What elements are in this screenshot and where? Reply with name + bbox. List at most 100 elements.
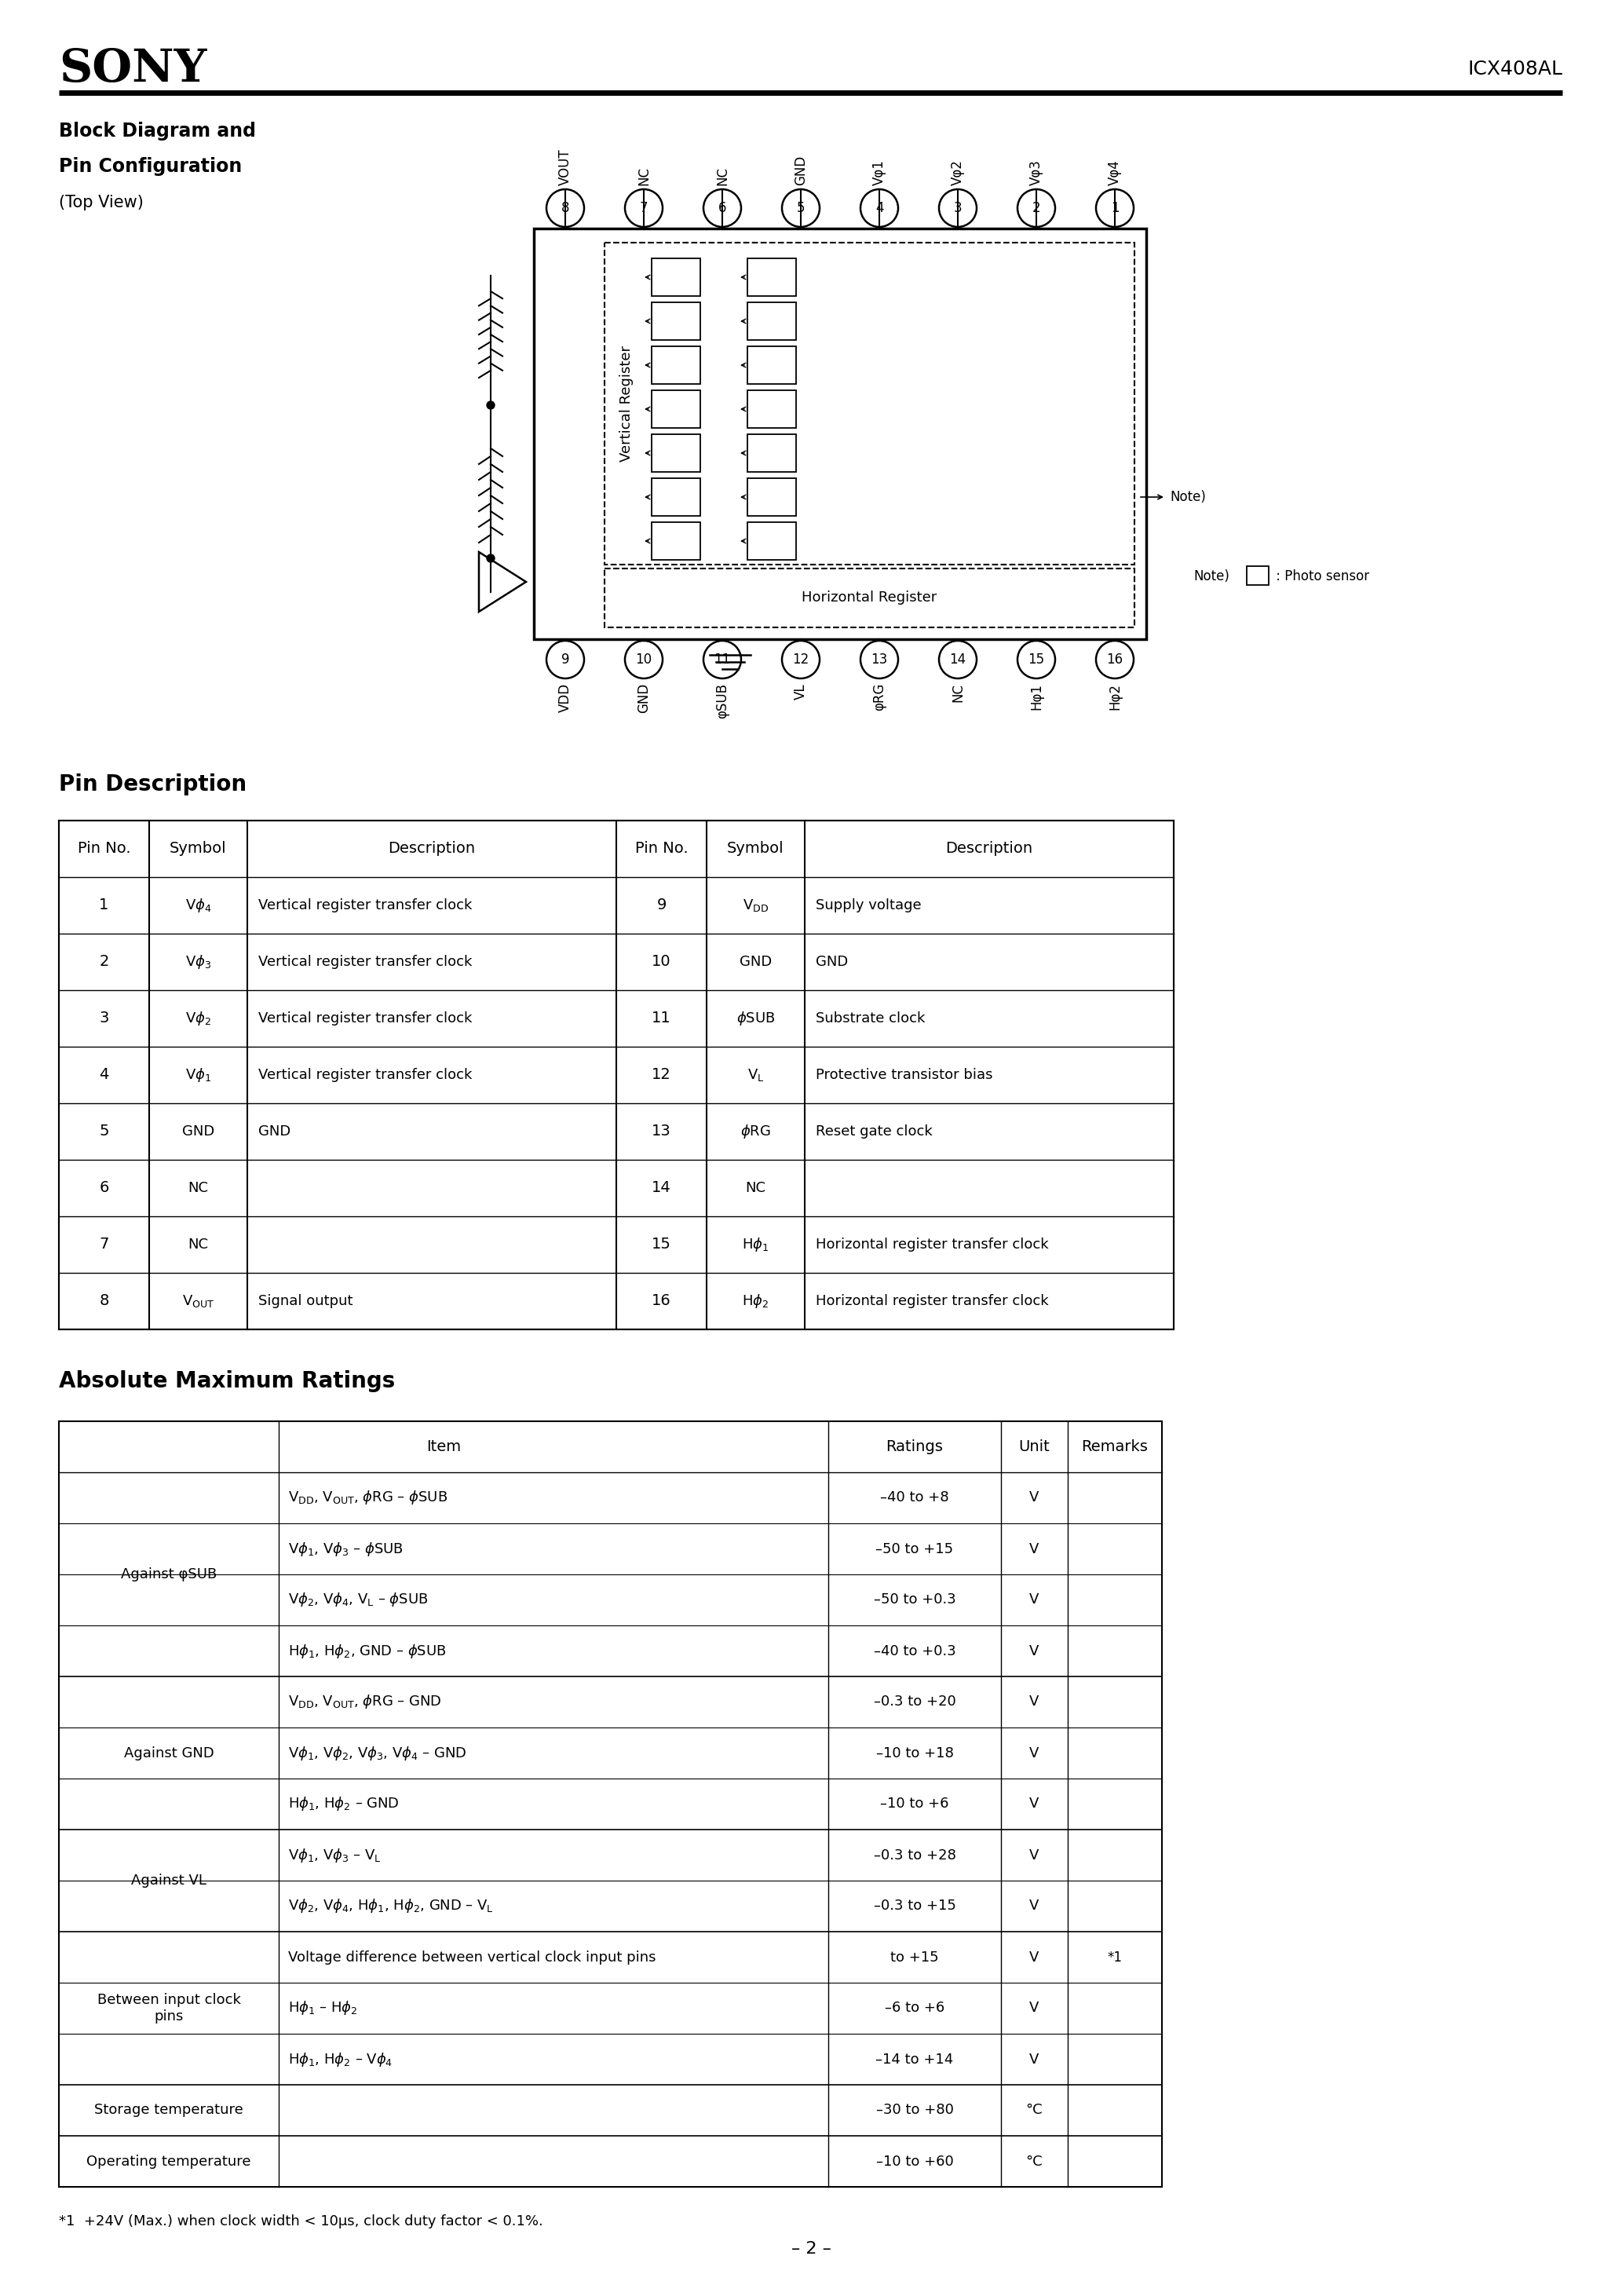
Text: 15: 15	[1028, 652, 1045, 666]
Text: V$_{\rm OUT}$: V$_{\rm OUT}$	[182, 1293, 214, 1309]
Text: 16: 16	[1106, 652, 1122, 666]
Text: : Photo sensor: : Photo sensor	[1272, 569, 1369, 583]
Text: °C: °C	[1025, 2154, 1043, 2167]
Text: 12: 12	[793, 652, 809, 666]
Text: V: V	[1030, 1949, 1040, 1965]
Text: V: V	[1030, 1745, 1040, 1761]
Bar	[748, 259, 796, 296]
Text: $\phi$SUB: $\phi$SUB	[736, 1010, 775, 1026]
Text: Against GND: Against GND	[123, 1745, 214, 1761]
Text: Vφ4: Vφ4	[1108, 161, 1122, 186]
Text: 10: 10	[636, 652, 652, 666]
Text: *1  +24V (Max.) when clock width < 10μs, clock duty factor < 0.1%.: *1 +24V (Max.) when clock width < 10μs, …	[58, 2213, 543, 2229]
Text: °C: °C	[1025, 2103, 1043, 2117]
Text: H$\phi_2$: H$\phi_2$	[743, 1293, 769, 1309]
Text: Signal output: Signal output	[258, 1295, 354, 1309]
Text: 7: 7	[99, 1238, 109, 1251]
Text: 3: 3	[954, 202, 962, 216]
Text: SONY: SONY	[58, 48, 206, 92]
Text: φRG: φRG	[873, 684, 886, 712]
Text: V: V	[1030, 1593, 1040, 1607]
Text: to +15: to +15	[890, 1949, 939, 1965]
Text: Substrate clock: Substrate clock	[816, 1010, 925, 1026]
Text: V: V	[1030, 1798, 1040, 1812]
Text: VDD: VDD	[558, 684, 573, 712]
Text: –40 to +8: –40 to +8	[881, 1490, 949, 1504]
Text: – 2 –: – 2 –	[792, 2241, 830, 2257]
Text: GND: GND	[816, 955, 848, 969]
Text: 5: 5	[796, 202, 805, 216]
Text: 13: 13	[871, 652, 887, 666]
Text: Protective transistor bias: Protective transistor bias	[816, 1068, 993, 1081]
Text: Vertical Register: Vertical Register	[620, 344, 634, 461]
Text: 4: 4	[876, 202, 884, 216]
Text: Horizontal register transfer clock: Horizontal register transfer clock	[816, 1238, 1048, 1251]
Text: Ratings: Ratings	[886, 1440, 944, 1453]
Text: –0.3 to +20: –0.3 to +20	[874, 1694, 955, 1708]
Text: 1: 1	[1111, 202, 1119, 216]
Text: Description: Description	[388, 840, 475, 856]
Text: 3: 3	[99, 1010, 109, 1026]
Text: NC: NC	[188, 1180, 209, 1196]
Text: Vφ3: Vφ3	[1030, 158, 1043, 186]
Text: GND: GND	[182, 1125, 214, 1139]
Text: Note): Note)	[1194, 569, 1229, 583]
Text: V: V	[1030, 1848, 1040, 1862]
Text: 1: 1	[99, 898, 109, 914]
Bar	[748, 347, 796, 383]
Text: NC: NC	[188, 1238, 209, 1251]
Text: 5: 5	[99, 1125, 109, 1139]
Circle shape	[487, 553, 495, 563]
Text: H$\phi_1$: H$\phi_1$	[743, 1235, 769, 1254]
Text: NC: NC	[950, 684, 965, 703]
Text: Horizontal register transfer clock: Horizontal register transfer clock	[816, 1295, 1048, 1309]
Text: GND: GND	[740, 955, 772, 969]
Bar	[748, 478, 796, 517]
Text: V$\phi_4$: V$\phi_4$	[185, 898, 211, 914]
Text: 6: 6	[99, 1180, 109, 1196]
Text: Against φSUB: Against φSUB	[120, 1568, 217, 1582]
Bar	[58, 820, 1174, 1329]
Text: –10 to +60: –10 to +60	[876, 2154, 954, 2167]
Bar	[652, 259, 701, 296]
Text: Against VL: Against VL	[131, 1874, 206, 1887]
Text: 7: 7	[639, 202, 647, 216]
Text: V$\phi_1$, V$\phi_2$, V$\phi_3$, V$\phi_4$ – GND: V$\phi_1$, V$\phi_2$, V$\phi_3$, V$\phi_…	[289, 1745, 467, 1761]
Text: Symbol: Symbol	[170, 840, 227, 856]
Text: NC: NC	[746, 1180, 766, 1196]
Text: 2: 2	[99, 955, 109, 969]
Text: Voltage difference between vertical clock input pins: Voltage difference between vertical cloc…	[289, 1949, 655, 1965]
Text: Vφ1: Vφ1	[873, 158, 886, 186]
Text: H$\phi_1$, H$\phi_2$, GND – $\phi$SUB: H$\phi_1$, H$\phi_2$, GND – $\phi$SUB	[289, 1642, 446, 1660]
Text: –30 to +80: –30 to +80	[876, 2103, 954, 2117]
Text: Operating temperature: Operating temperature	[86, 2154, 251, 2167]
Bar	[652, 478, 701, 517]
Text: Vertical register transfer clock: Vertical register transfer clock	[258, 898, 472, 912]
Text: 16: 16	[652, 1293, 672, 1309]
Text: (Top View): (Top View)	[58, 195, 144, 211]
Text: V: V	[1030, 1490, 1040, 1504]
Bar	[748, 434, 796, 473]
Text: V$\phi_1$, V$\phi_3$ – $\phi$SUB: V$\phi_1$, V$\phi_3$ – $\phi$SUB	[289, 1541, 404, 1557]
Text: 8: 8	[561, 202, 569, 216]
Bar	[58, 1421, 1161, 2186]
Text: V$\phi_2$: V$\phi_2$	[185, 1010, 211, 1026]
Text: V: V	[1030, 1644, 1040, 1658]
Text: V: V	[1030, 2002, 1040, 2016]
Text: *1: *1	[1108, 1949, 1122, 1965]
Text: 14: 14	[949, 652, 967, 666]
Text: –14 to +14: –14 to +14	[876, 2053, 954, 2066]
Text: Pin Description: Pin Description	[58, 774, 247, 794]
Text: VL: VL	[793, 684, 808, 700]
Text: Vertical register transfer clock: Vertical register transfer clock	[258, 1068, 472, 1081]
Text: Storage temperature: Storage temperature	[94, 2103, 243, 2117]
Text: NC: NC	[637, 168, 650, 186]
Text: –50 to +15: –50 to +15	[876, 1543, 954, 1557]
Text: –50 to +0.3: –50 to +0.3	[874, 1593, 955, 1607]
Text: 9: 9	[657, 898, 667, 914]
Bar	[605, 569, 1134, 627]
Text: Note): Note)	[1169, 489, 1205, 505]
Text: Hφ2: Hφ2	[1108, 684, 1122, 709]
Text: –10 to +6: –10 to +6	[881, 1798, 949, 1812]
Text: –0.3 to +28: –0.3 to +28	[874, 1848, 955, 1862]
